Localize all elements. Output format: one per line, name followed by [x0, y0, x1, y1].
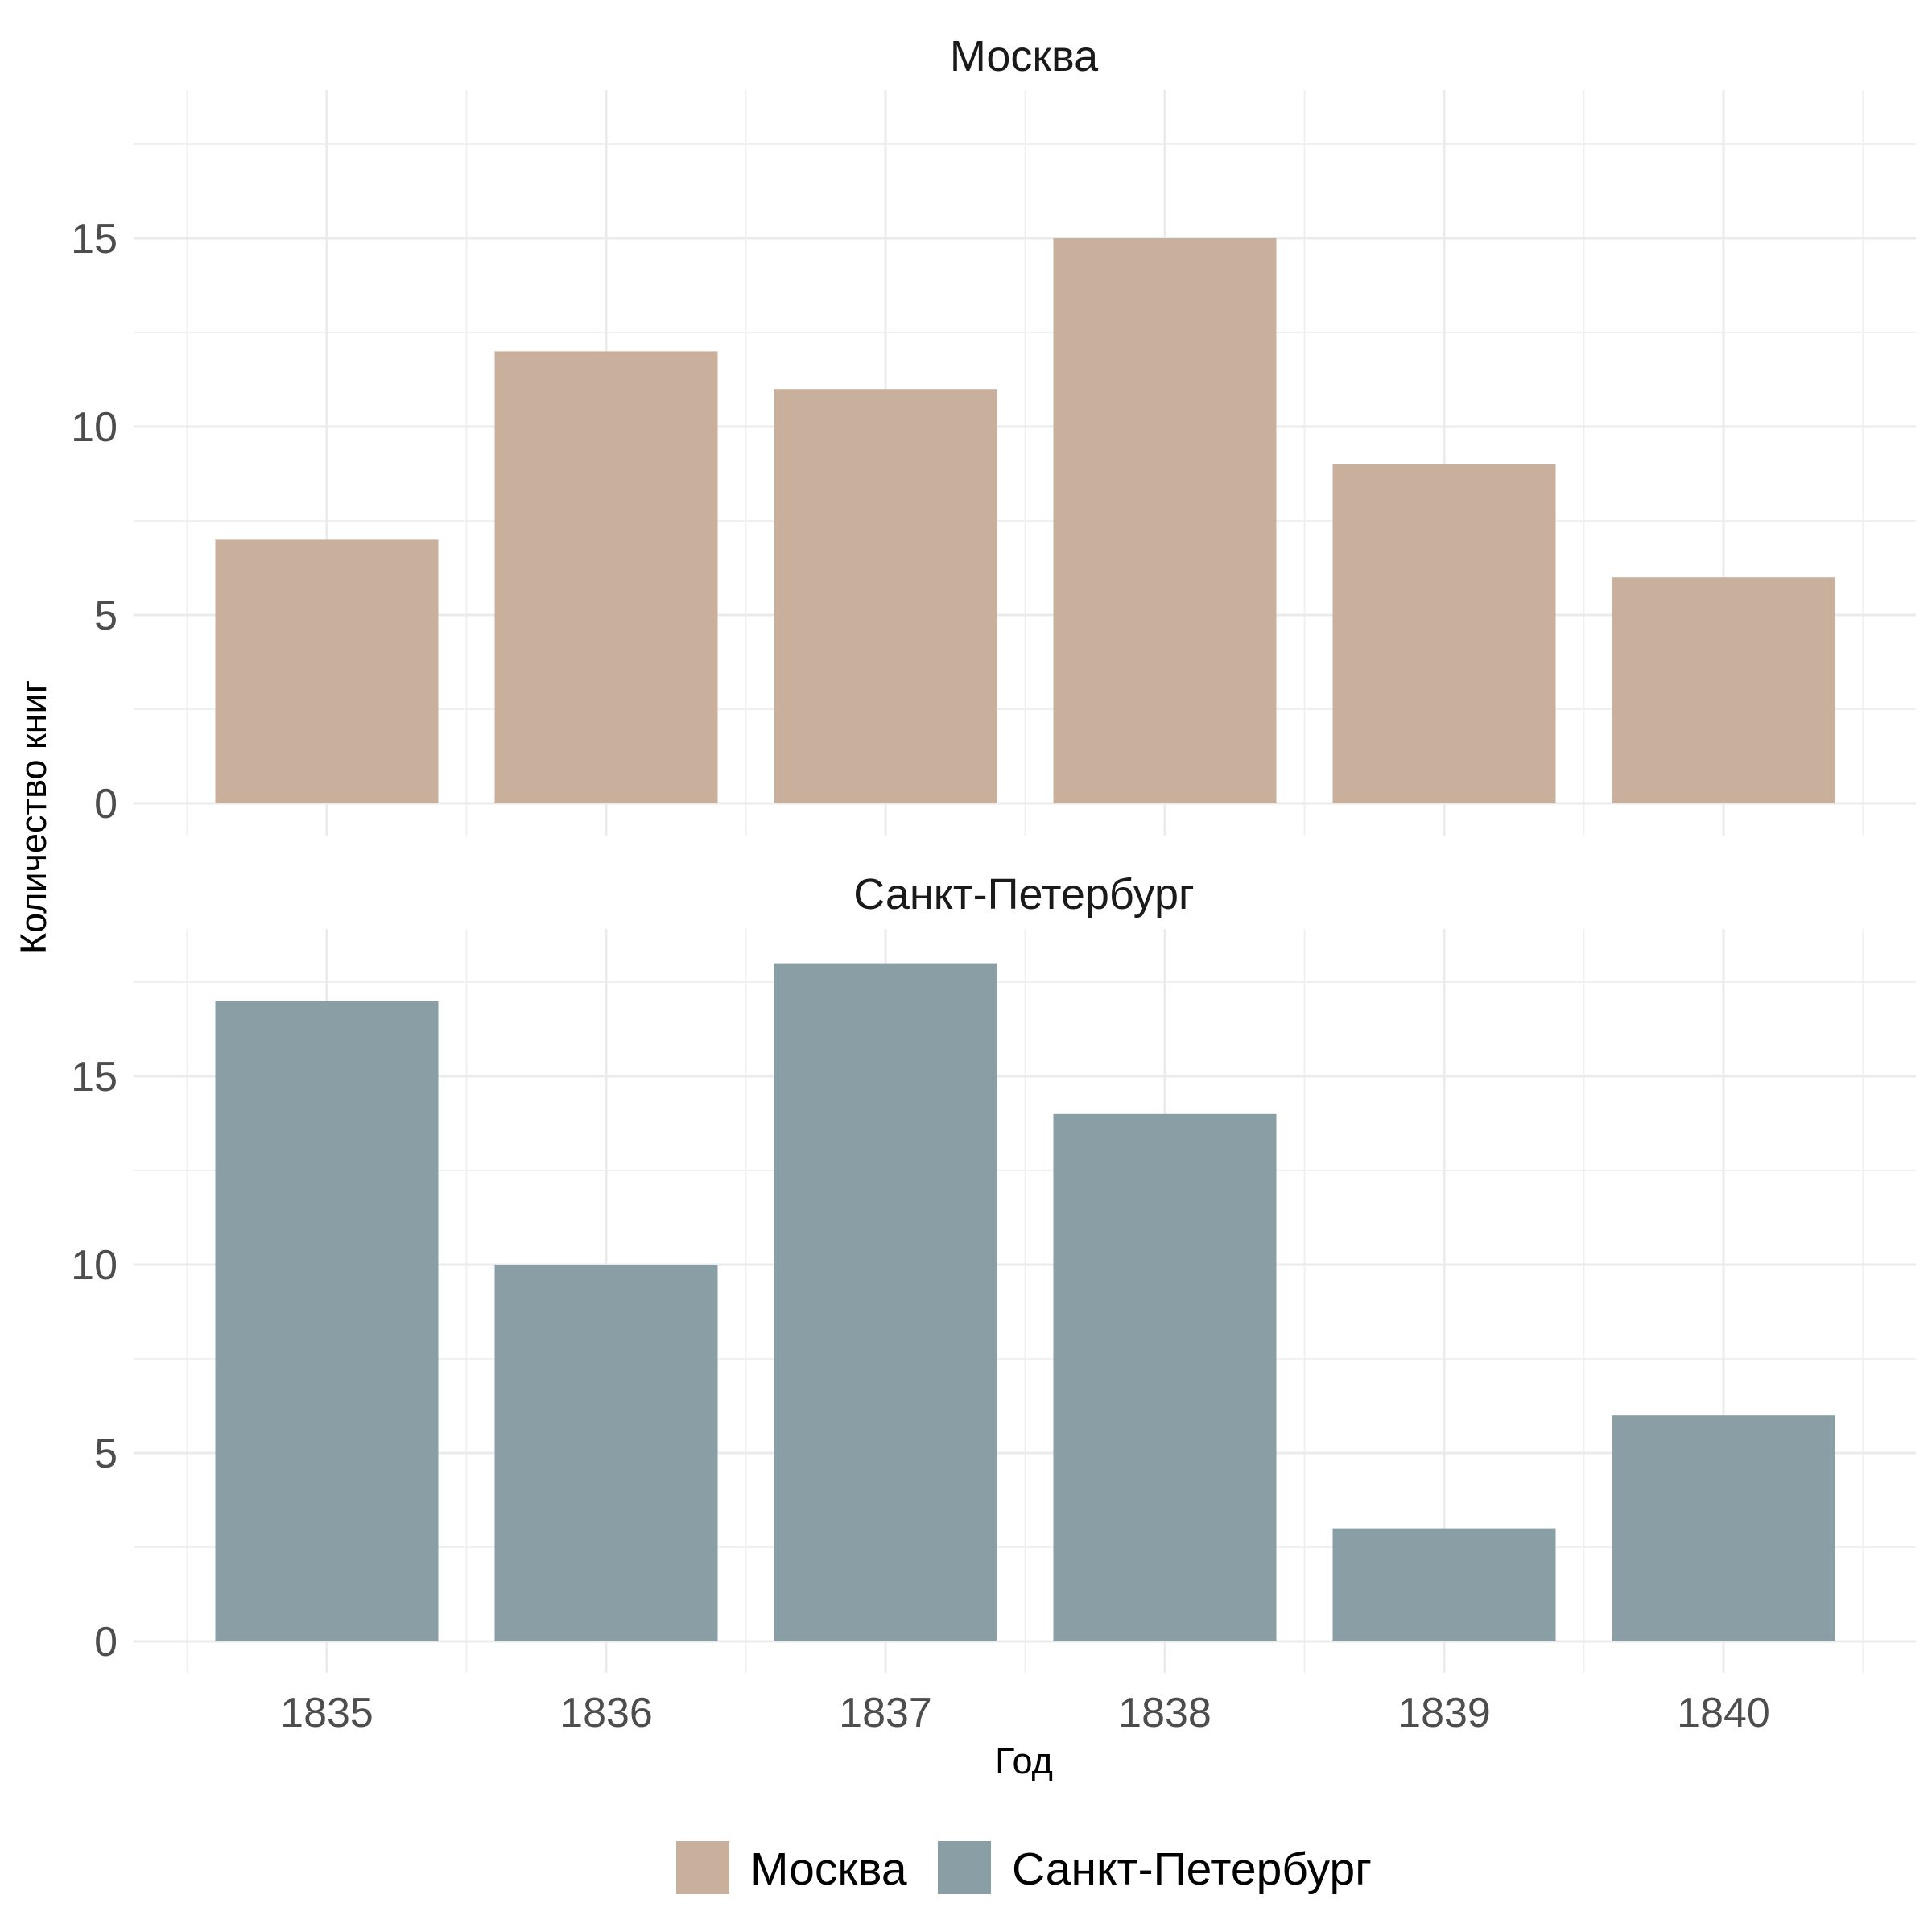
legend-key-moscow	[676, 1841, 729, 1894]
panel-title: Москва	[950, 32, 1099, 80]
bar-1840	[1612, 577, 1835, 803]
x-tick-label: 1838	[1118, 1690, 1212, 1736]
bar-1839	[1332, 464, 1556, 803]
bar-1835	[215, 539, 439, 803]
bar-1837	[774, 389, 997, 803]
y-tick-label: 5	[94, 592, 118, 639]
x-axis-title: Год	[995, 1740, 1053, 1781]
x-tick-label: 1840	[1677, 1690, 1770, 1736]
bar-1838	[1053, 1113, 1277, 1641]
y-tick-label: 15	[71, 1054, 118, 1100]
panel-moscow: 0 5 10 15 Москва	[71, 32, 1916, 836]
bar-1835	[215, 1001, 439, 1641]
y-tick-label: 0	[94, 781, 118, 828]
bar-1836	[494, 351, 718, 803]
y-axis-title: Количество книг	[13, 680, 54, 954]
bar-1837	[774, 963, 997, 1641]
bar-1839	[1332, 1528, 1556, 1641]
legend-label-saint-petersburg: Санкт-Петербург	[1012, 1843, 1372, 1895]
y-tick-label: 5	[94, 1430, 118, 1477]
legend-label-moscow: Москва	[750, 1843, 907, 1895]
panel-saint-petersburg: 0 5 10 15 Санкт-Петербург	[71, 870, 1916, 1673]
x-axis-ticks: 1835 1836 1837 1838 1839 1840	[280, 1690, 1770, 1736]
x-tick-label: 1839	[1397, 1690, 1491, 1736]
bar-1840	[1612, 1415, 1835, 1641]
legend: Москва Санкт-Петербург	[676, 1841, 1372, 1895]
y-tick-label: 15	[71, 216, 118, 262]
bar-1836	[494, 1265, 718, 1641]
y-tick-label: 10	[71, 404, 118, 451]
legend-key-saint-petersburg	[938, 1841, 991, 1894]
bar-1838	[1053, 238, 1277, 803]
y-tick-label: 0	[94, 1619, 118, 1666]
panel-title: Санкт-Петербург	[853, 870, 1195, 919]
x-tick-label: 1835	[280, 1690, 374, 1736]
x-tick-label: 1837	[839, 1690, 932, 1736]
y-tick-label: 10	[71, 1242, 118, 1289]
x-tick-label: 1836	[559, 1690, 653, 1736]
